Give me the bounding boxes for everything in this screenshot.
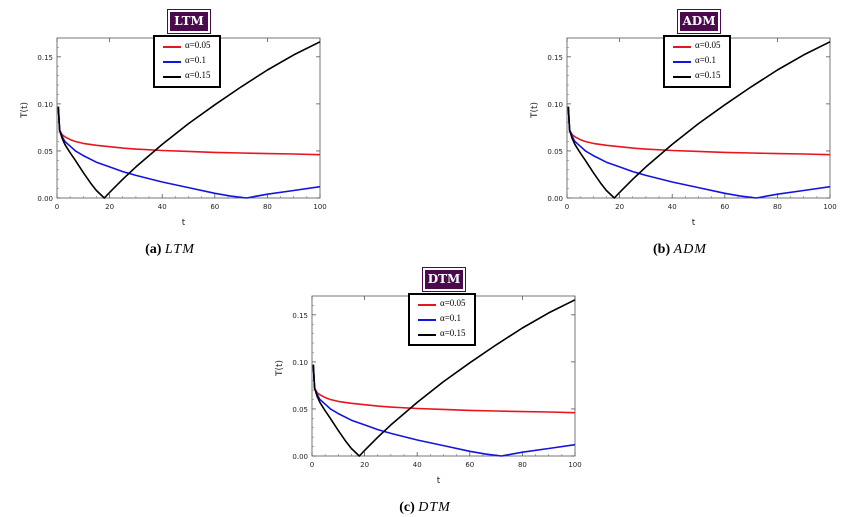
method-badge: ADM <box>677 9 721 34</box>
x-tick-label: 20 <box>360 461 369 469</box>
y-tick-label: 0.10 <box>547 101 563 109</box>
x-tick-label: 80 <box>263 203 272 211</box>
y-tick-label: 0.00 <box>37 195 53 203</box>
x-axis-label: t <box>182 218 186 228</box>
x-tick-label: 100 <box>313 203 326 211</box>
legend-swatch <box>673 61 691 63</box>
legend-swatch <box>163 76 181 78</box>
method-badge: DTM <box>422 267 466 292</box>
x-tick-label: 40 <box>158 203 167 211</box>
y-axis-label: T(t) <box>530 102 540 119</box>
y-tick-label: 0.00 <box>547 195 563 203</box>
x-tick-label: 40 <box>668 203 677 211</box>
legend: α=0.05 α=0.1 α=0.15 <box>408 293 476 346</box>
series-line <box>567 106 831 199</box>
caption-method: LTM <box>164 242 195 257</box>
legend-swatch <box>418 319 436 321</box>
plot-area: 0.00 0.05 0.10 0.15 0 20 40 60 80 100 t T(t) <box>20 37 327 228</box>
series-line <box>567 41 831 199</box>
x-tick-label: 60 <box>720 203 729 211</box>
y-tick-label: 0.15 <box>292 312 308 320</box>
x-tick-label: 0 <box>55 203 59 211</box>
x-tick-label: 60 <box>465 461 474 469</box>
y-tick-label: 0.10 <box>292 359 308 367</box>
legend-label: α=0.05 <box>440 298 466 308</box>
caption-label: (c) <box>399 500 415 515</box>
y-tick-label: 0.05 <box>292 406 308 414</box>
plot-area: 0.00 0.05 0.10 0.15 0 20 40 60 80 100 t T(t) <box>530 37 837 228</box>
x-tick-label: 100 <box>568 461 581 469</box>
legend-swatch <box>418 334 436 336</box>
x-tick-label: 40 <box>413 461 422 469</box>
x-tick-label: 80 <box>518 461 527 469</box>
series-line <box>57 106 321 156</box>
legend-label: α=0.05 <box>185 40 211 50</box>
y-axis-label: T(t) <box>275 360 285 377</box>
legend-label: α=0.15 <box>185 70 211 80</box>
x-tick-label: 20 <box>615 203 624 211</box>
chart-panel-ltm: 0.00 0.05 0.10 0.15 0 20 40 60 80 100 t T(t) LTM α=… <box>0 0 340 265</box>
y-tick-label: 0.00 <box>292 453 308 461</box>
legend-swatch <box>673 76 691 78</box>
y-tick-label: 0.15 <box>547 54 563 62</box>
legend-label: α=0.15 <box>695 70 721 80</box>
legend-label: α=0.1 <box>440 313 462 323</box>
figure-caption: (c) DTM <box>365 500 485 516</box>
legend-label: α=0.1 <box>185 55 207 65</box>
legend-swatch <box>163 61 181 63</box>
series-line <box>567 106 831 156</box>
y-tick-label: 0.05 <box>547 148 563 156</box>
x-axis-label: t <box>692 218 696 228</box>
x-tick-label: 20 <box>105 203 114 211</box>
x-tick-label: 0 <box>565 203 569 211</box>
x-tick-label: 0 <box>310 461 314 469</box>
figure-caption: (b) ADM <box>620 242 740 258</box>
series-line <box>312 364 576 414</box>
caption-method: ADM <box>673 242 707 257</box>
legend-label: α=0.15 <box>440 328 466 338</box>
legend-swatch <box>673 46 691 48</box>
x-tick-label: 60 <box>210 203 219 211</box>
caption-label: (b) <box>653 242 671 257</box>
series-line <box>312 364 576 457</box>
series-line <box>57 106 321 199</box>
legend-swatch <box>418 304 436 306</box>
chart-panel-dtm: 0.00 0.05 0.10 0.15 0 20 40 60 80 100 t T(t) DTM α=… <box>255 258 595 517</box>
legend-label: α=0.1 <box>695 55 717 65</box>
legend: α=0.05 α=0.1 α=0.15 <box>153 35 221 88</box>
x-tick-label: 80 <box>773 203 782 211</box>
chart-panel-adm: 0.00 0.05 0.10 0.15 0 20 40 60 80 100 t T(t) ADM α=… <box>510 0 850 265</box>
y-tick-label: 0.10 <box>37 101 53 109</box>
x-axis-label: t <box>437 476 441 486</box>
legend: α=0.05 α=0.1 α=0.15 <box>663 35 731 88</box>
y-tick-label: 0.05 <box>37 148 53 156</box>
legend-swatch <box>163 46 181 48</box>
figure-caption: (a) LTM <box>110 242 230 258</box>
method-badge: LTM <box>167 9 211 34</box>
y-axis-label: T(t) <box>20 102 30 119</box>
x-tick-label: 100 <box>823 203 836 211</box>
caption-label: (a) <box>145 242 162 257</box>
series-line <box>57 41 321 199</box>
y-tick-label: 0.15 <box>37 54 53 62</box>
caption-method: DTM <box>418 500 451 515</box>
legend-label: α=0.05 <box>695 40 721 50</box>
series-line <box>312 299 576 457</box>
